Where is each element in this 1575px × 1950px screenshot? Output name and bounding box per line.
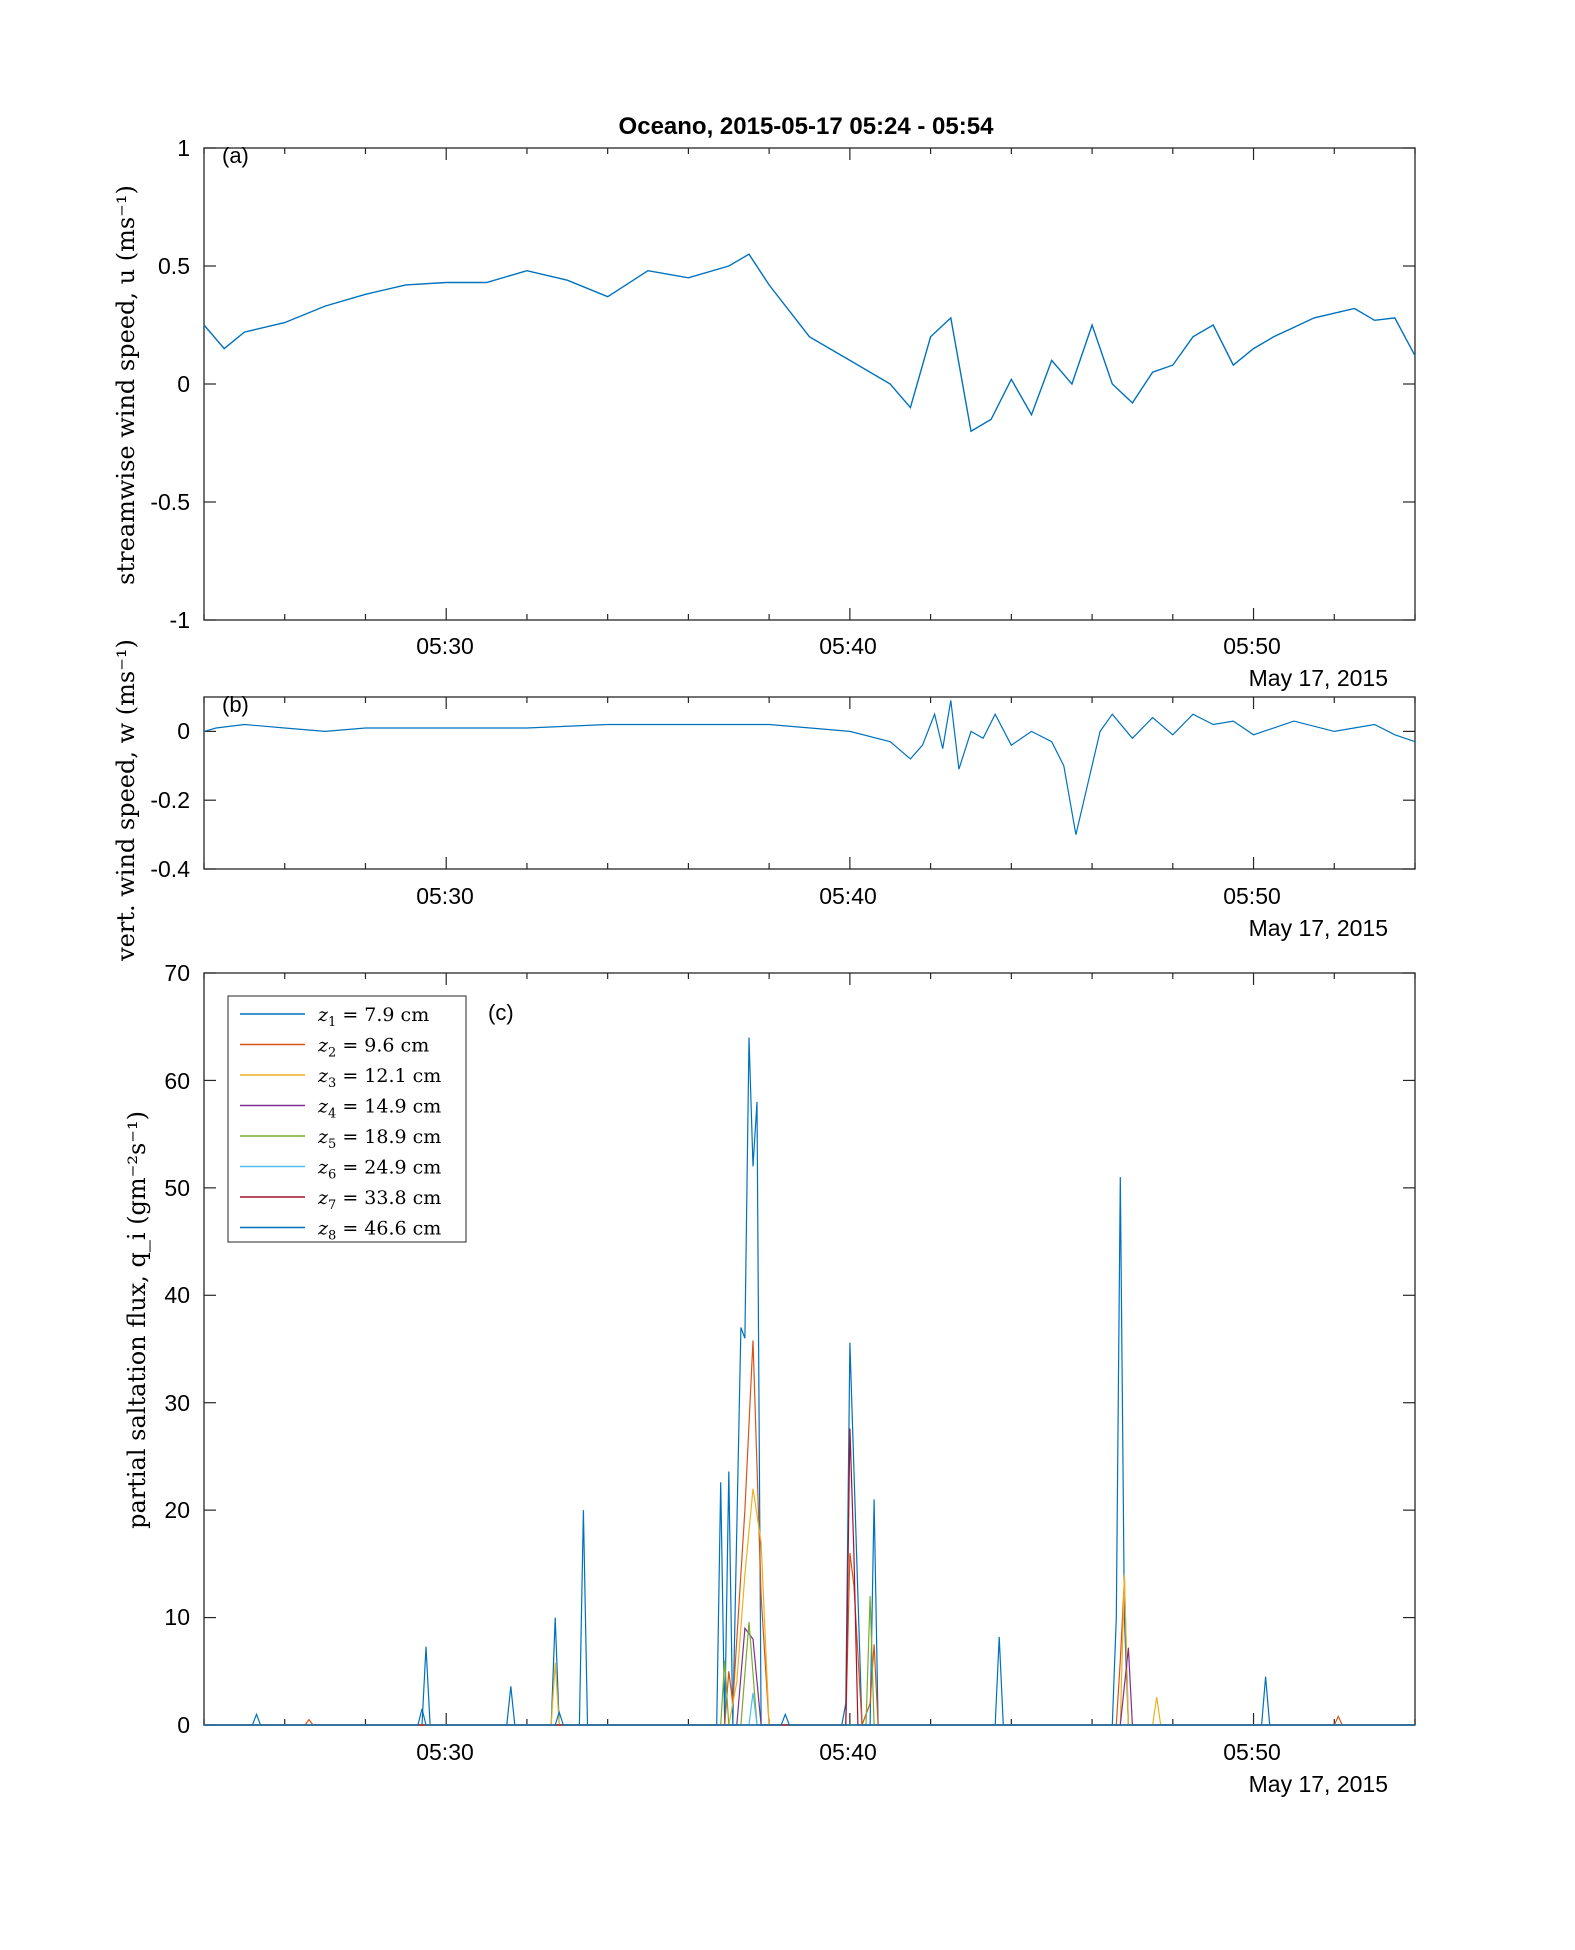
panel-b-date-label: May 17, 2015 (1249, 915, 1388, 941)
panel-a-ticks (203, 147, 1416, 621)
panel-a-ytick: 1 (177, 135, 190, 161)
legend: z1 = 7.9 cm z2 = 9.6 cm z3 = 12.1 cm z4 = 1… (227, 995, 467, 1244)
panel-b-y-axis-label: vert. wind speed, w (ms⁻¹) (112, 639, 140, 962)
panel-c-ytick: 10 (164, 1604, 190, 1630)
panel-a-label: (a) (222, 143, 249, 168)
panel-a-xtick: 05:40 (819, 633, 877, 659)
panel-b-series-w (203, 700, 1416, 835)
panel-c-ytick: 70 (164, 960, 190, 986)
panel-b-xtick: 05:30 (416, 883, 474, 909)
panel-c-series-z5 (204, 1596, 1415, 1726)
legend-label-z7: z7 = 33.8 cm (317, 1187, 441, 1213)
panel-a-streamwise-wind: (a) 1 0.5 0 -0.5 -1 05:30 05:40 05:50 Ma… (112, 135, 1416, 691)
panel-c-date-label: May 17, 2015 (1249, 1771, 1388, 1797)
panel-b-xtick: 05:40 (819, 883, 877, 909)
panel-b-ytick: 0 (177, 718, 190, 744)
panel-c-ytick: 20 (164, 1497, 190, 1523)
panel-b-xtick: 05:50 (1223, 883, 1281, 909)
figure-title: Oceano, 2015-05-17 05:24 - 05:54 (619, 113, 995, 140)
panel-a-y-axis-label: streamwise wind speed, u (ms⁻¹) (112, 185, 140, 585)
panel-b-label: (b) (222, 692, 249, 717)
panel-a-ytick: 0.5 (158, 253, 190, 279)
panel-b-vertical-wind: (b) 0 -0.2 -0.4 05:30 05:40 05:50 May 17… (112, 639, 1416, 962)
panel-a-date-label: May 17, 2015 (1249, 665, 1388, 691)
panel-c-label: (c) (488, 1000, 514, 1025)
legend-label-z4: z4 = 14.9 cm (317, 1096, 441, 1122)
panel-c-ytick: 30 (164, 1390, 190, 1416)
panel-c-xtick: 05:30 (416, 1739, 474, 1765)
legend-label-z3: z3 = 12.1 cm (317, 1065, 441, 1091)
panel-b-ticks (203, 697, 1416, 870)
panel-c-series-z8 (204, 1708, 1415, 1726)
legend-label-z5: z5 = 18.9 cm (317, 1126, 441, 1152)
panel-a-xtick: 05:50 (1223, 633, 1281, 659)
panel-c-saltation-flux: (c) 70 60 50 40 30 20 10 0 05:30 05:40 0… (123, 960, 1416, 1797)
panel-a-ytick: -0.5 (150, 489, 190, 515)
panel-b-ytick: -0.2 (150, 787, 190, 813)
legend-label-z8: z8 = 46.6 cm (317, 1218, 441, 1244)
panel-c-xtick: 05:40 (819, 1739, 877, 1765)
panel-a-xtick: 05:30 (416, 633, 474, 659)
panel-c-y-axis-label: partial saltation flux, q_i (gm⁻²s⁻¹) (123, 1111, 151, 1529)
panel-c-ytick: 0 (177, 1712, 190, 1738)
panel-c-xtick: 05:50 (1223, 1739, 1281, 1765)
panel-a-ytick: 0 (177, 371, 190, 397)
panel-c-ytick: 40 (164, 1282, 190, 1308)
panel-a-y-tick-labels: 1 0.5 0 -0.5 -1 (150, 135, 190, 633)
legend-label-z2: z2 = 9.6 cm (317, 1035, 429, 1061)
panel-a-series-u (203, 253, 1416, 433)
panel-c-ticks (203, 972, 1416, 1726)
panel-b-ytick: -0.4 (150, 856, 190, 882)
panel-a-ytick: -1 (170, 607, 190, 633)
legend-label-z6: z6 = 24.9 cm (317, 1157, 441, 1183)
panel-c-series-z3 (204, 1488, 1415, 1726)
panel-c-series-group (204, 1037, 1415, 1726)
panel-c-series-z1 (204, 1037, 1415, 1726)
legend-label-z1: z1 = 7.9 cm (317, 1004, 429, 1030)
panel-c-ytick: 50 (164, 1175, 190, 1201)
panel-c-ytick: 60 (164, 1068, 190, 1094)
